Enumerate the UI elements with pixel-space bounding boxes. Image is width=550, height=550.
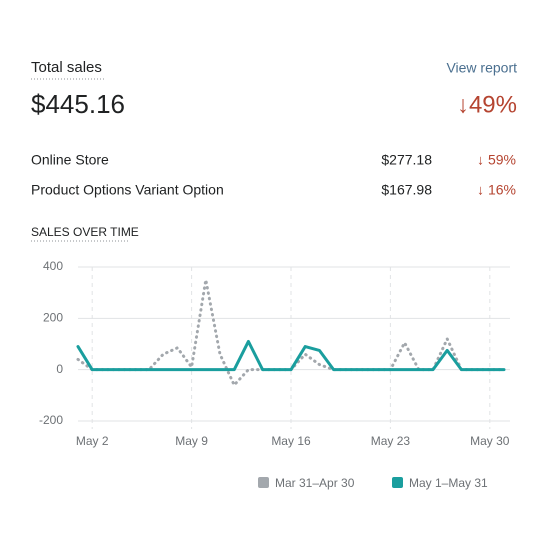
y-tick-label: 400: [43, 259, 63, 273]
row-name: Product Options Variant Option: [31, 182, 224, 198]
row-value: $277.18: [381, 152, 432, 168]
y-tick-label: 0: [56, 362, 63, 376]
legend-swatch: [258, 477, 269, 488]
x-tick-label: May 23: [371, 434, 411, 448]
x-tick-label: May 9: [175, 434, 208, 448]
total-change: ↓49%: [457, 91, 517, 118]
row-change: ↓ 59%: [477, 152, 516, 168]
chart-title: SALES OVER TIME: [31, 225, 139, 239]
legend-label: Mar 31–Apr 30: [275, 476, 355, 490]
y-tick-label: 200: [43, 311, 63, 325]
legend-swatch: [392, 477, 403, 488]
x-tick-label: May 16: [271, 434, 311, 448]
view-report-link[interactable]: View report: [446, 60, 517, 76]
total-value: $445.16: [31, 89, 125, 119]
row-value: $167.98: [381, 182, 432, 198]
card-title: Total sales: [31, 59, 102, 76]
series-line: [76, 339, 506, 372]
x-tick-label: May 30: [470, 434, 510, 448]
row-name: Online Store: [31, 152, 109, 168]
x-tick-label: May 2: [76, 434, 109, 448]
y-tick-label: -200: [39, 413, 63, 427]
row-change: ↓ 16%: [477, 182, 516, 198]
legend-label: May 1–May 31: [409, 476, 488, 490]
